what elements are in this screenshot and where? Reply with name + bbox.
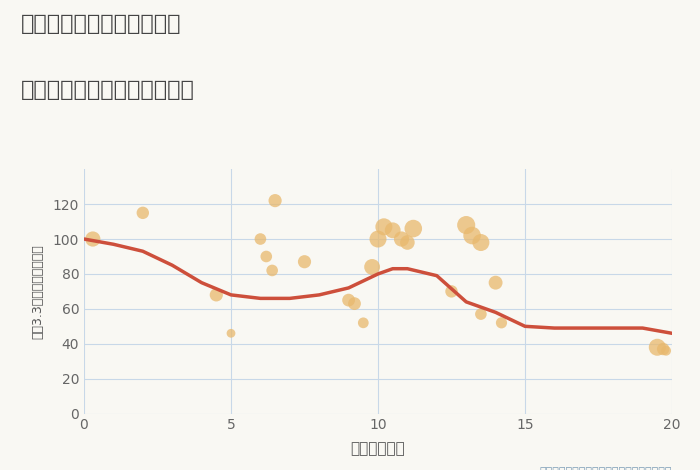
Point — [407, 225, 419, 232]
Text: 駅距離別中古マンション価格: 駅距離別中古マンション価格 — [21, 80, 195, 100]
Point — [461, 221, 472, 229]
Point — [446, 288, 457, 295]
Point — [652, 344, 663, 351]
Point — [255, 235, 266, 243]
Point — [661, 347, 672, 354]
Point — [88, 235, 99, 243]
Point — [299, 258, 310, 266]
Point — [396, 235, 407, 243]
Point — [260, 253, 272, 260]
Point — [267, 266, 278, 274]
Point — [358, 319, 369, 327]
Point — [211, 291, 222, 298]
Point — [490, 279, 501, 286]
Y-axis label: 坪（3.3㎡）単価（万円）: 坪（3.3㎡）単価（万円） — [32, 244, 44, 339]
Point — [225, 329, 237, 337]
Point — [657, 345, 668, 353]
Point — [343, 297, 354, 304]
Point — [466, 232, 477, 239]
Point — [137, 209, 148, 217]
X-axis label: 駅距離（分）: 駅距離（分） — [351, 441, 405, 456]
Point — [349, 300, 360, 307]
Point — [372, 235, 384, 243]
Point — [367, 263, 378, 271]
Text: 千葉県市原市五井中央東の: 千葉県市原市五井中央東の — [21, 14, 181, 34]
Point — [387, 227, 398, 234]
Point — [402, 239, 413, 246]
Point — [475, 239, 486, 246]
Point — [496, 319, 507, 327]
Point — [378, 223, 389, 231]
Point — [475, 310, 486, 318]
Text: 円の大きさは、取引のあった物件面積を示す: 円の大きさは、取引のあった物件面積を示す — [540, 467, 672, 470]
Point — [270, 197, 281, 204]
